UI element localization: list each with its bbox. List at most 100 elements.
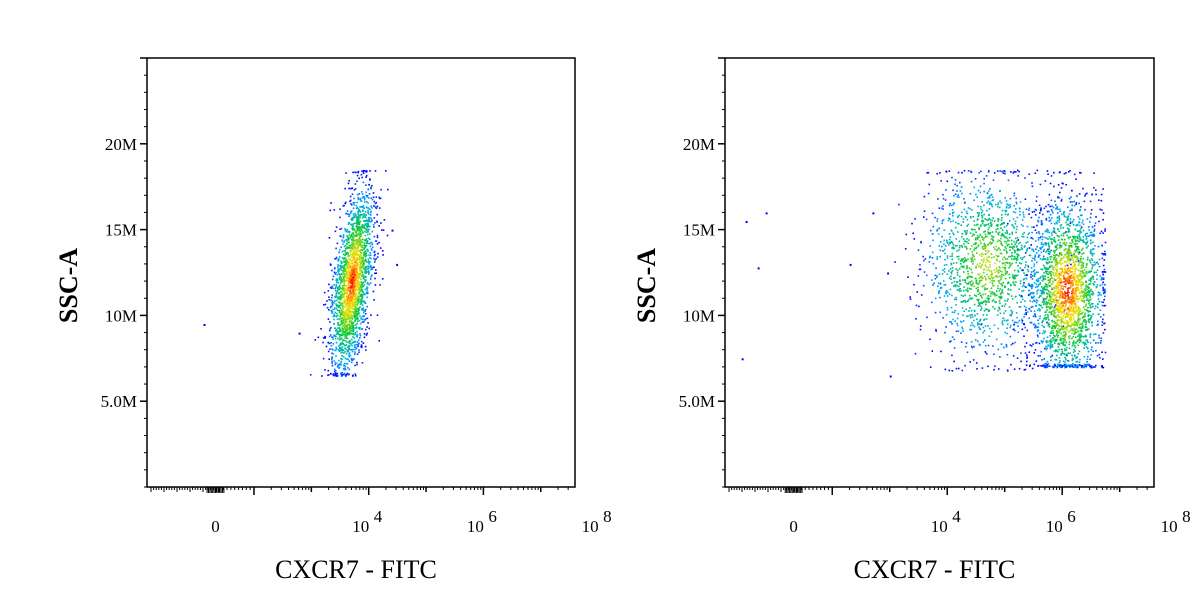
event-dot [350,262,352,264]
event-dot [1006,319,1008,322]
event-dot [329,328,331,330]
event-dot [971,209,973,211]
event-dot [350,348,352,351]
event-dot [362,277,365,280]
event-dot [1055,263,1058,265]
event-dot [975,193,977,196]
event-dot [379,247,382,249]
event-dot [946,257,949,259]
event-dot [936,274,938,277]
event-dot [352,225,354,227]
event-dot [356,271,359,274]
event-dot [996,170,999,172]
event-dot [331,358,333,360]
event-dot [354,266,356,269]
event-dot [361,275,363,277]
event-dot [974,228,976,231]
event-dot [338,297,340,299]
event-dot [341,374,344,376]
event-dot [1050,338,1052,341]
event-dot [904,248,907,250]
event-dot [957,216,959,219]
event-dot [1025,306,1027,309]
event-dot [1071,364,1074,366]
event-dot [983,190,985,193]
event-dot [990,292,992,295]
event-dot [985,224,988,226]
event-dot [981,285,984,288]
event-dot [1067,296,1070,299]
event-dot [1085,323,1087,326]
event-dot [981,235,983,238]
event-dot [966,287,969,290]
event-dot [356,336,359,338]
event-dot [1016,225,1018,228]
event-dot [1020,244,1023,247]
event-dot [951,370,954,372]
event-dot [948,204,951,207]
event-dot [953,202,955,204]
event-dot [1036,169,1039,172]
event-dot [345,253,347,255]
event-dot [1097,263,1100,265]
event-dot [1016,256,1019,259]
event-dot [973,345,975,348]
event-dot [1021,318,1023,321]
event-dot [983,237,986,239]
event-dot [364,215,366,218]
event-dot [978,298,980,301]
event-dot [952,211,955,214]
event-dot [1045,205,1047,208]
event-dot [357,277,360,279]
event-dot [998,269,1000,272]
event-dot [1054,299,1056,302]
event-dot [1087,285,1089,288]
event-dot [359,227,362,229]
event-dot [1063,211,1066,213]
event-dot [1083,347,1085,349]
event-dot [1083,356,1086,358]
event-dot [1026,356,1028,358]
event-dot [941,220,944,222]
event-dot [1010,254,1013,257]
event-dot [909,298,912,300]
event-dot [976,234,979,237]
event-dot [1057,331,1060,334]
event-dot [1055,221,1058,224]
event-dot [352,295,354,297]
event-dot [361,246,364,249]
event-dot [1032,323,1035,326]
event-dot [984,288,987,291]
event-dot [348,352,351,354]
event-dot [354,252,357,255]
event-dot [1074,301,1076,304]
event-dot [1040,235,1042,238]
event-dot [362,213,364,216]
event-dot [348,347,350,349]
event-dot [332,343,334,345]
event-dot [974,243,977,245]
event-dot [1080,329,1083,332]
event-dot [357,196,359,199]
event-dot [344,325,347,328]
event-dot [942,193,944,196]
event-dot [1091,248,1094,251]
event-dot [981,277,984,280]
event-dot [1072,275,1075,278]
event-dot [356,345,359,348]
event-dot [1084,342,1087,344]
event-dot [1012,281,1015,284]
event-dot [351,193,354,195]
event-dot [1008,273,1010,276]
event-dot [338,346,341,349]
event-dot [983,213,985,216]
event-dot [314,339,317,341]
event-dot [952,189,954,192]
event-dot [358,312,361,315]
event-dot [370,210,372,213]
event-dot [365,239,367,241]
event-dot [346,278,348,280]
event-dot [1037,322,1040,325]
event-dot [357,298,359,300]
event-dot [359,301,361,303]
